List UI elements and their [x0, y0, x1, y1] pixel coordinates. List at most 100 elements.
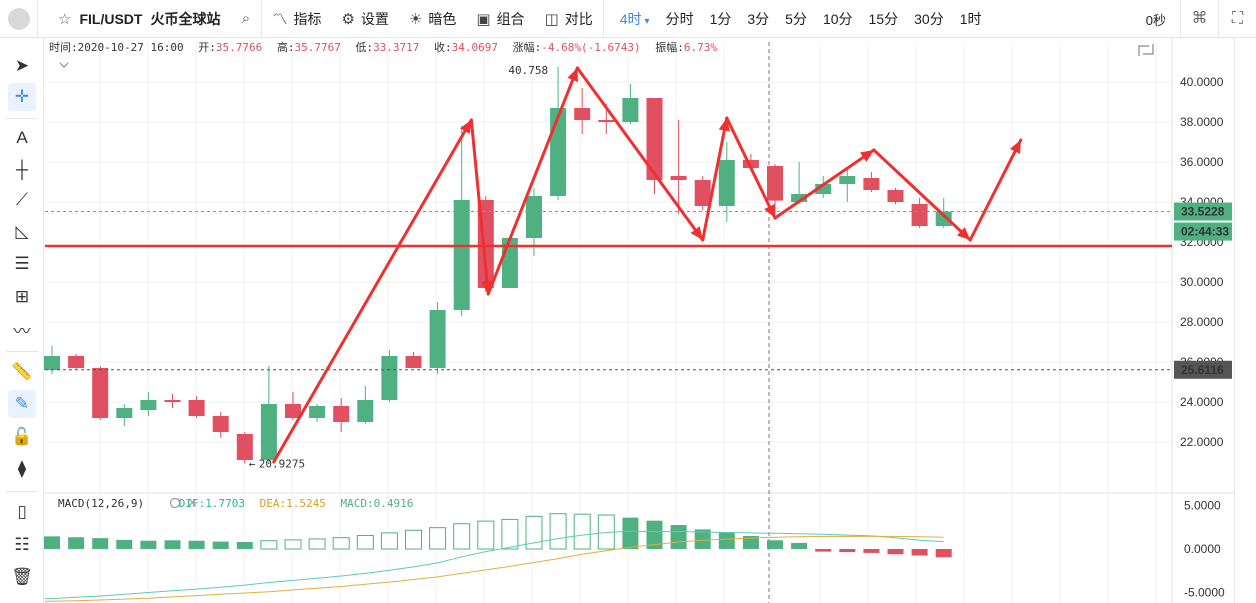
candle-body	[694, 180, 711, 206]
fibonacci-icon[interactable]: ⊞	[14, 287, 30, 306]
candle-body	[188, 400, 205, 416]
drawings-list-icon[interactable]: ☷	[14, 535, 30, 554]
candle-body	[670, 176, 687, 180]
chevron-down-icon: ▾	[644, 15, 650, 27]
zigzag-arrowhead	[690, 226, 703, 240]
macd-bar	[188, 540, 205, 549]
dark-mode-button[interactable]: ☀ 暗色	[408, 10, 457, 28]
bookmark-icon[interactable]: ▯	[17, 502, 27, 521]
macd-bar	[791, 542, 808, 549]
trash-icon[interactable]: 🗑	[11, 567, 33, 586]
candle-body	[212, 416, 229, 432]
macd-bar	[501, 518, 519, 550]
macd-bar	[308, 538, 326, 550]
compare-button[interactable]: ◫ 对比	[544, 10, 593, 28]
candle-body	[357, 400, 374, 422]
macd-bar	[670, 525, 687, 549]
interval-15m[interactable]: 15分	[868, 10, 899, 27]
candle-body	[260, 404, 277, 460]
macd-bar	[549, 513, 567, 550]
candle-body	[116, 408, 133, 418]
text-tool-icon[interactable]: A	[16, 128, 28, 147]
interval-1m[interactable]: 1分	[709, 10, 732, 27]
candle-body	[815, 184, 832, 194]
fullscreen-icon[interactable]	[1138, 44, 1154, 56]
macd-settings-icon[interactable]	[169, 497, 181, 509]
symbol-selector[interactable]: ☆ FIL/USDT 火币全球站	[38, 0, 234, 38]
compare-icon: ◫	[544, 10, 559, 28]
macd-panel	[44, 513, 952, 602]
triangle-tool-icon[interactable]: ◺	[15, 222, 29, 241]
macd-bar	[116, 539, 133, 549]
price-tick-label: 38.0000	[1180, 115, 1224, 129]
macd-bar	[429, 527, 447, 550]
cursor-icon[interactable]: ➤	[14, 56, 30, 75]
macd-bar	[477, 520, 495, 550]
macd-bar	[573, 513, 591, 550]
macd-bar	[68, 537, 85, 549]
grid	[45, 38, 1234, 603]
price-tick-label: 24.0000	[1180, 395, 1224, 409]
countdown-tag-label: 02:44:33	[1181, 225, 1229, 239]
interval-10m[interactable]: 10分	[822, 10, 853, 27]
zigzag-arrowhead	[481, 280, 493, 294]
zigzag-segment	[773, 148, 876, 220]
macd-bar	[839, 549, 856, 553]
macd-bar	[646, 520, 663, 549]
layout-icon: ▣	[476, 10, 491, 28]
macd-bar	[911, 549, 928, 556]
fullscreen-toggle-icon[interactable]: ⛶	[1218, 0, 1256, 38]
sun-icon: ☀	[408, 10, 423, 28]
candle-body	[68, 356, 85, 368]
candle-body	[140, 400, 157, 410]
candle-body	[381, 356, 398, 400]
macd-bar	[718, 532, 735, 549]
interval-4h[interactable]: 4时 ▾	[619, 10, 650, 27]
interval-30m[interactable]: 30分	[914, 10, 944, 27]
candle-body	[887, 190, 904, 202]
macd-bar	[236, 542, 253, 549]
lock-icon[interactable]: 🔓	[11, 427, 33, 446]
candle-body	[742, 160, 759, 168]
symbol-name: FIL/USDT	[79, 10, 143, 27]
ohlc-info: 时间:2020-10-27 16:00 开:35.7766 高:35.7767 …	[49, 40, 717, 54]
overlay: 40.758 20.9275←	[45, 64, 1172, 470]
magnet-icon[interactable]: ⧫	[17, 459, 27, 478]
side-panel-edge	[1234, 38, 1256, 603]
horizontal-line-icon[interactable]: ┼	[15, 160, 29, 179]
screenshot-icon[interactable]: ⌘	[1180, 0, 1218, 38]
favorite-star-icon[interactable]: ☆	[58, 10, 72, 28]
macd-tick-label: 0.0000	[1184, 542, 1221, 556]
brush-icon[interactable]: ✎	[8, 390, 36, 418]
drawing-toolbar: ➤ ✛ A ┼ ⟋ ◺ ☰ ⊞ 〰 📏 ✎ 🔓 ⧫ ▯ ☷ 🗑	[0, 38, 44, 603]
wave-tool-icon[interactable]: 〰	[13, 321, 31, 341]
candle-body	[767, 166, 783, 201]
macd-tick-label: -5.0000	[1184, 586, 1225, 600]
trend-line-icon[interactable]: ⟋	[16, 190, 28, 209]
candle-body	[405, 356, 422, 368]
macd-bar	[742, 535, 759, 549]
price-axis[interactable]: 22.000024.000026.000028.000030.000032.00…	[1174, 75, 1232, 600]
macd-bar	[164, 540, 181, 549]
interval-3m[interactable]: 3分	[747, 10, 770, 27]
ruler-icon[interactable]: 📏	[11, 362, 33, 381]
zigzag-segment	[701, 116, 729, 242]
indicator-button[interactable]: 〽指标	[262, 0, 331, 38]
settings-button[interactable]: ⚙ 设置	[341, 10, 389, 28]
price-tag	[1174, 360, 1232, 379]
crosshair-icon[interactable]: ✛	[8, 83, 36, 111]
interval-timeline[interactable]: 分时	[665, 10, 694, 27]
macd-bar	[935, 549, 952, 558]
candle-body	[164, 400, 181, 402]
interval-5m[interactable]: 5分	[785, 10, 807, 27]
interval-1h[interactable]: 1时	[959, 10, 982, 27]
candle-body	[839, 176, 856, 184]
max-price-label: 40.758	[508, 64, 548, 77]
collapse-chevron-icon[interactable]	[59, 62, 69, 68]
layout-button[interactable]: ▣ 组合	[476, 10, 525, 28]
search-icon[interactable]: ⌕	[234, 0, 263, 38]
macd-close-icon[interactable]	[188, 498, 197, 507]
parallel-channel-icon[interactable]: ☰	[14, 254, 30, 273]
